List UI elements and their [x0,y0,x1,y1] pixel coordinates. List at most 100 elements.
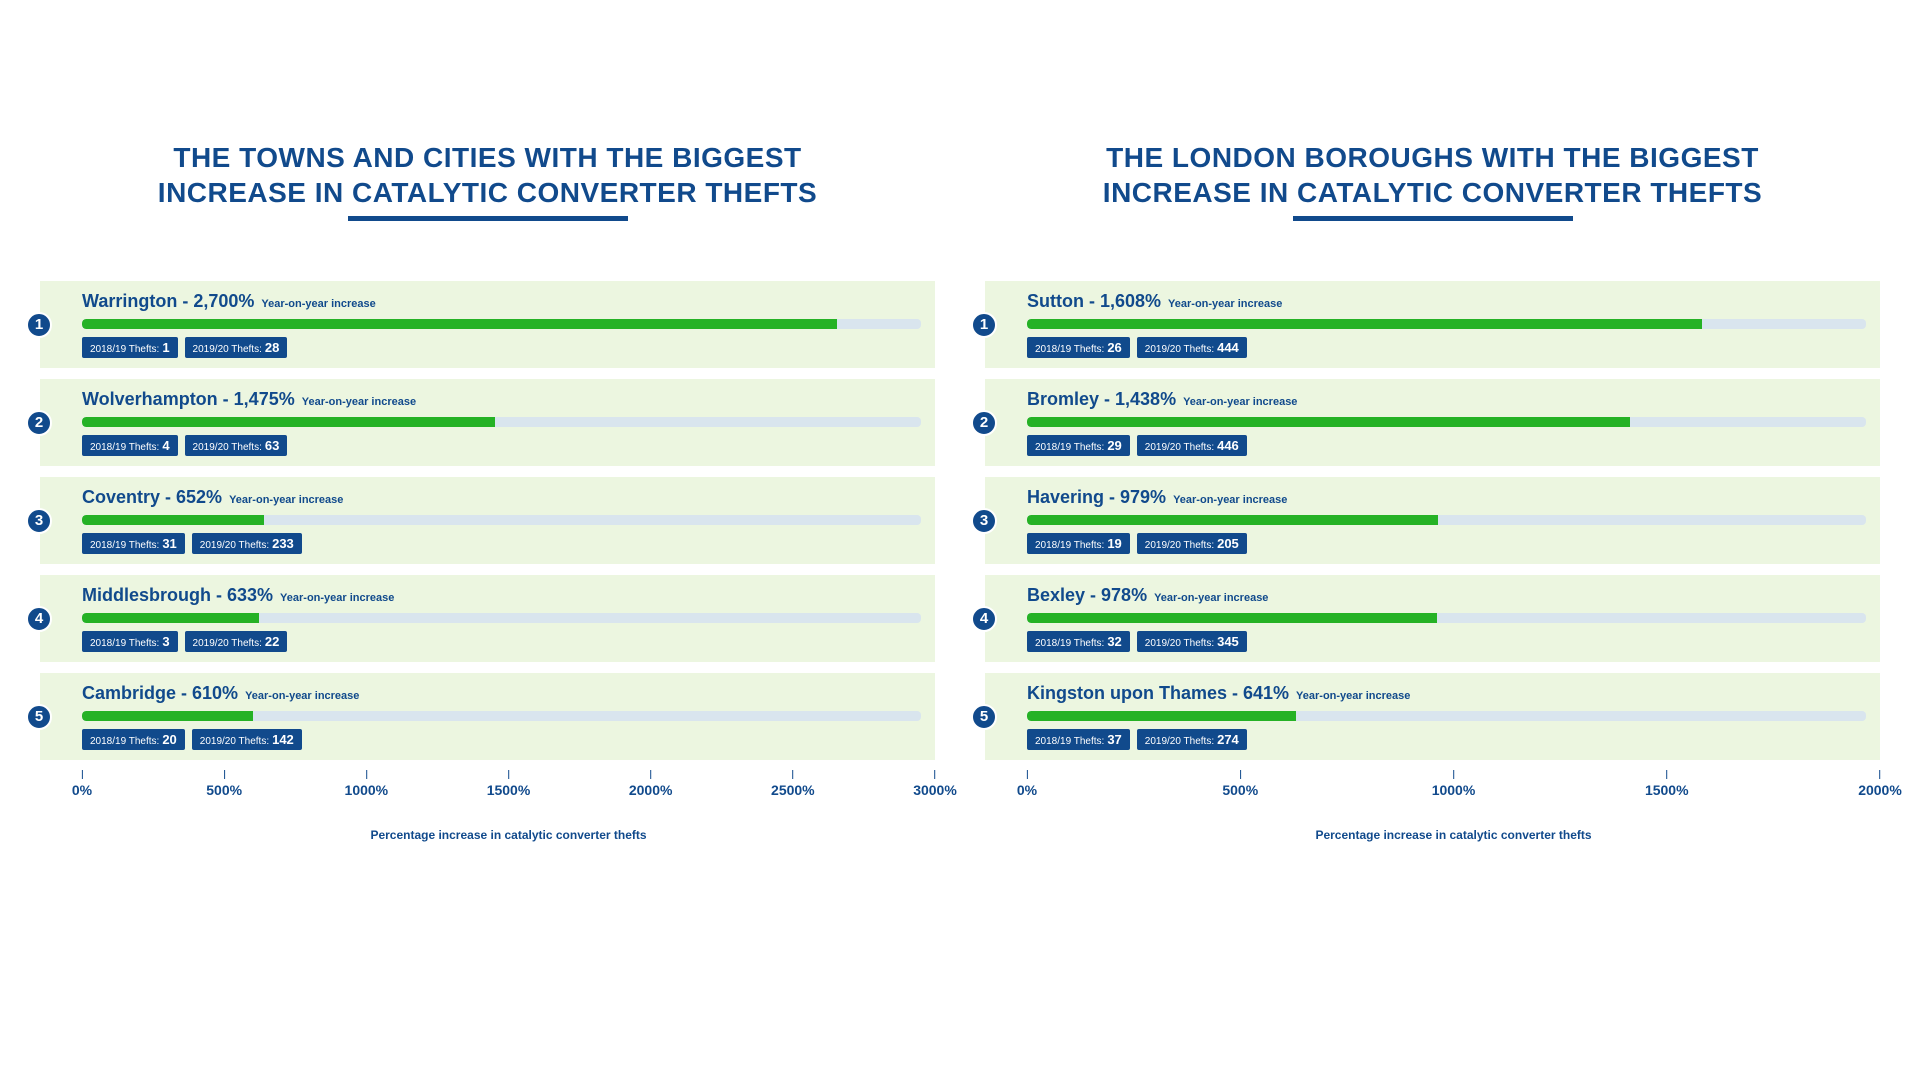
row-header: Bexley - 978% Year-on-year increase [1027,585,1866,606]
axis-tick: 500% [206,770,242,798]
axis-tick: 0% [1017,770,1037,798]
panel-towns-cities: THE TOWNS AND CITIES WITH THE BIGGEST IN… [40,140,935,1040]
axis-tick: 2500% [771,770,815,798]
bar-fill [82,319,837,329]
title-underline [1293,216,1573,221]
axis-tick: 3000% [913,770,957,798]
chips: 2018/19 Thefts:31 2019/20 Thefts:233 [82,533,921,554]
x-axis: 0%500%1000%1500%2000%Percentage increase… [1027,770,1880,815]
chip-prev: 2018/19 Thefts:26 [1027,337,1130,358]
chip-curr: 2019/20 Thefts:142 [192,729,302,750]
row-header: Warrington - 2,700% Year-on-year increas… [82,291,921,312]
row-name-pct: Coventry - 652% [82,487,222,508]
table-row: 2 Wolverhampton - 1,475% Year-on-year in… [40,379,935,466]
yoy-label: Year-on-year increase [280,592,394,604]
yoy-label: Year-on-year increase [1168,298,1282,310]
title-line-2: INCREASE IN CATALYTIC CONVERTER THEFTS [158,177,817,208]
row-header: Kingston upon Thames - 641% Year-on-year… [1027,683,1866,704]
bar-track [82,711,921,721]
rank-badge: 4 [26,606,52,632]
chip-prev: 2018/19 Thefts:32 [1027,631,1130,652]
row-name-pct: Kingston upon Thames - 641% [1027,683,1289,704]
axis-tick: 1500% [487,770,531,798]
row-name-pct: Havering - 979% [1027,487,1166,508]
axis-ticks: 0%500%1000%1500%2000%2500%3000% [82,770,935,800]
chips: 2018/19 Thefts:26 2019/20 Thefts:444 [1027,337,1866,358]
bar-fill [82,711,253,721]
row-name-pct: Warrington - 2,700% [82,291,254,312]
bar-fill [82,417,495,427]
bar-fill [82,613,259,623]
title-line-1: THE TOWNS AND CITIES WITH THE BIGGEST [173,142,801,173]
bar-track [1027,613,1866,623]
bar-track [82,613,921,623]
chart-title: THE TOWNS AND CITIES WITH THE BIGGEST IN… [40,140,935,210]
row-header: Wolverhampton - 1,475% Year-on-year incr… [82,389,921,410]
chip-prev: 2018/19 Thefts:31 [82,533,185,554]
chip-curr: 2019/20 Thefts:28 [185,337,288,358]
chip-curr: 2019/20 Thefts:63 [185,435,288,456]
chip-curr: 2019/20 Thefts:444 [1137,337,1247,358]
chips: 2018/19 Thefts:37 2019/20 Thefts:274 [1027,729,1866,750]
title-line-2: INCREASE IN CATALYTIC CONVERTER THEFTS [1103,177,1762,208]
title-underline [348,216,628,221]
row-name-pct: Cambridge - 610% [82,683,238,704]
row-name-pct: Middlesbrough - 633% [82,585,273,606]
rank-badge: 4 [971,606,997,632]
axis-ticks: 0%500%1000%1500%2000% [1027,770,1880,800]
rank-badge: 2 [971,410,997,436]
x-axis: 0%500%1000%1500%2000%2500%3000%Percentag… [82,770,935,815]
axis-tick: 500% [1222,770,1258,798]
bar-track [1027,417,1866,427]
axis-tick: 1500% [1645,770,1689,798]
table-row: 1 Sutton - 1,608% Year-on-year increase … [985,281,1880,368]
chips: 2018/19 Thefts:3 2019/20 Thefts:22 [82,631,921,652]
bar-fill [1027,711,1296,721]
chip-curr: 2019/20 Thefts:205 [1137,533,1247,554]
chip-curr: 2019/20 Thefts:233 [192,533,302,554]
row-header: Havering - 979% Year-on-year increase [1027,487,1866,508]
table-row: 5 Cambridge - 610% Year-on-year increase… [40,673,935,760]
chip-curr: 2019/20 Thefts:345 [1137,631,1247,652]
yoy-label: Year-on-year increase [261,298,375,310]
table-row: 2 Bromley - 1,438% Year-on-year increase… [985,379,1880,466]
chip-curr: 2019/20 Thefts:274 [1137,729,1247,750]
bar-fill [82,515,264,525]
row-name-pct: Bexley - 978% [1027,585,1147,606]
yoy-label: Year-on-year increase [302,396,416,408]
rank-badge: 5 [971,704,997,730]
bar-track [82,319,921,329]
chips: 2018/19 Thefts:1 2019/20 Thefts:28 [82,337,921,358]
bar-fill [1027,515,1438,525]
table-row: 3 Coventry - 652% Year-on-year increase … [40,477,935,564]
rows-container: 1 Sutton - 1,608% Year-on-year increase … [985,281,1880,760]
chips: 2018/19 Thefts:19 2019/20 Thefts:205 [1027,533,1866,554]
rows-container: 1 Warrington - 2,700% Year-on-year incre… [40,281,935,760]
chip-curr: 2019/20 Thefts:22 [185,631,288,652]
row-header: Bromley - 1,438% Year-on-year increase [1027,389,1866,410]
chips: 2018/19 Thefts:29 2019/20 Thefts:446 [1027,435,1866,456]
axis-tick: 2000% [629,770,673,798]
table-row: 5 Kingston upon Thames - 641% Year-on-ye… [985,673,1880,760]
table-row: 4 Bexley - 978% Year-on-year increase 20… [985,575,1880,662]
yoy-label: Year-on-year increase [245,690,359,702]
yoy-label: Year-on-year increase [1183,396,1297,408]
yoy-label: Year-on-year increase [1173,494,1287,506]
rank-badge: 2 [26,410,52,436]
bar-fill [1027,417,1630,427]
row-header: Middlesbrough - 633% Year-on-year increa… [82,585,921,606]
bar-fill [1027,613,1437,623]
bar-track [1027,515,1866,525]
axis-caption: Percentage increase in catalytic convert… [1027,828,1880,842]
axis-caption: Percentage increase in catalytic convert… [82,828,935,842]
yoy-label: Year-on-year increase [1296,690,1410,702]
axis-tick: 0% [72,770,92,798]
bar-track [82,417,921,427]
chip-prev: 2018/19 Thefts:37 [1027,729,1130,750]
chips: 2018/19 Thefts:20 2019/20 Thefts:142 [82,729,921,750]
row-name-pct: Sutton - 1,608% [1027,291,1161,312]
bar-fill [1027,319,1702,329]
rank-badge: 3 [26,508,52,534]
rank-badge: 1 [26,312,52,338]
chip-prev: 2018/19 Thefts:20 [82,729,185,750]
